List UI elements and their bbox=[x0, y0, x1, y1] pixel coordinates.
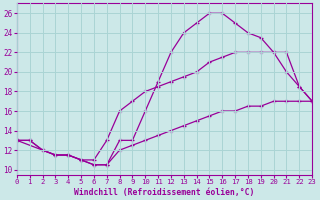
X-axis label: Windchill (Refroidissement éolien,°C): Windchill (Refroidissement éolien,°C) bbox=[74, 188, 255, 197]
